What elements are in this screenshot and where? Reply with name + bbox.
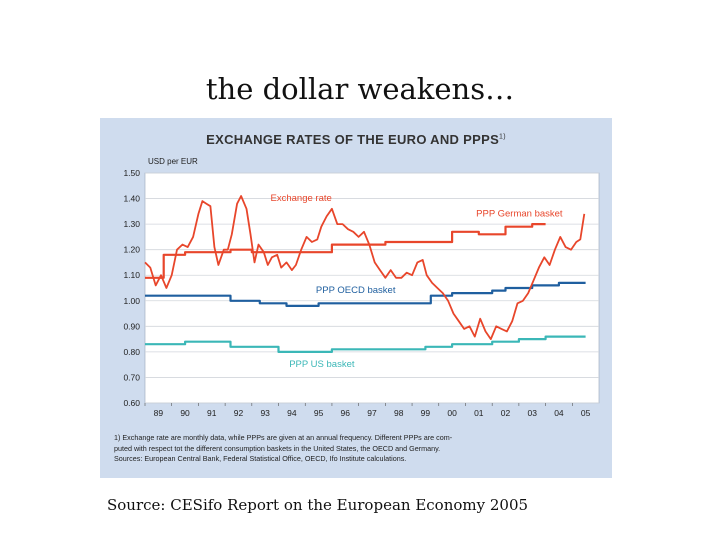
y-tick-label: 1.40: [123, 194, 140, 204]
y-tick-label: 1.30: [123, 219, 140, 229]
series-label: PPP OECD basket: [316, 285, 396, 296]
x-tick-label: 90: [180, 408, 190, 418]
footnote-line: 1) Exchange rate are monthly data, while…: [114, 433, 453, 442]
y-tick-label: 0.60: [123, 398, 140, 408]
x-tick-label: 93: [260, 408, 270, 418]
source-citation: Source: CESifo Report on the European Ec…: [107, 496, 529, 514]
y-tick-label: 0.70: [123, 372, 140, 382]
x-tick-label: 04: [554, 408, 564, 418]
x-tick-label: 97: [367, 408, 377, 418]
x-tick-label: 00: [447, 408, 457, 418]
chart-panel: EXCHANGE RATES OF THE EURO AND PPPS1) US…: [100, 118, 612, 478]
line-chart: 1.50 1.40 1.30 1.20 1.10 1.00 0.90 0.80 0.70 0.60…: [123, 168, 600, 418]
y-tick-label: 0.90: [123, 321, 140, 331]
x-tick-label: 03: [528, 408, 538, 418]
sources-line: Sources: European Central Bank, Federal …: [114, 454, 407, 463]
y-tick-label: 1.00: [123, 296, 140, 306]
y-tick-label: 1.50: [123, 168, 140, 178]
chart-title-text: EXCHANGE RATES OF THE EURO AND PPPS: [206, 132, 500, 147]
slide-title: the dollar weakens…: [205, 72, 515, 106]
x-tick-label: 94: [287, 408, 297, 418]
y-tick-label: 1.10: [123, 270, 140, 280]
x-tick-label: 98: [394, 408, 404, 418]
x-tick-label: 02: [501, 408, 511, 418]
x-tick-label: 01: [474, 408, 484, 418]
series-line: [145, 335, 586, 353]
series-line: [144, 195, 586, 341]
x-tick-label: 92: [234, 408, 244, 418]
y-axis-label: USD per EUR: [148, 157, 198, 166]
footnote-line: puted with respect tot the different con…: [114, 443, 441, 453]
x-tick-label: 96: [341, 408, 351, 418]
series-line: [145, 222, 546, 279]
chart-footnote: 1) Exchange rate are monthly data, while…: [114, 433, 609, 465]
x-tick-label: 95: [314, 408, 324, 418]
x-tick-label: 89: [154, 408, 164, 418]
x-tick-label: 91: [207, 408, 217, 418]
series-label: PPP German basket: [476, 208, 563, 219]
y-tick-label: 1.20: [123, 245, 140, 255]
series-label: Exchange rate: [271, 193, 332, 204]
y-tick-label: 0.80: [123, 347, 140, 357]
chart-title-note: 1): [499, 133, 506, 141]
series-line: [145, 281, 586, 307]
x-tick-label: 99: [421, 408, 431, 418]
chart-title: EXCHANGE RATES OF THE EURO AND PPPS1): [100, 132, 612, 147]
series-label: PPP US basket: [289, 359, 355, 370]
x-tick-label: 05: [581, 408, 591, 418]
